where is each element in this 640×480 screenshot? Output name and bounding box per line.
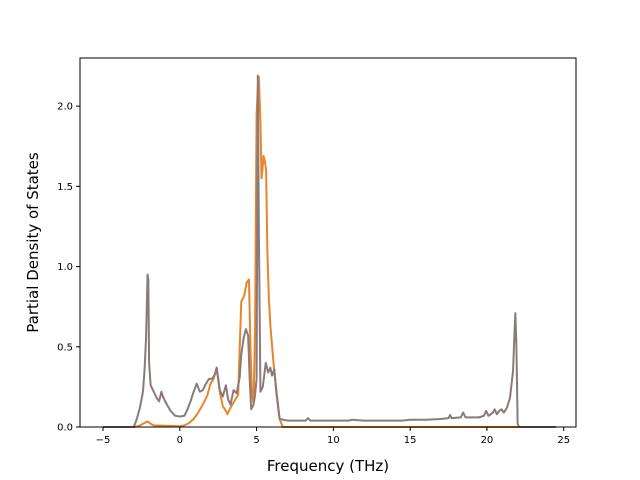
y-tick-label: 1.5 xyxy=(57,182,73,193)
x-axis-label: Frequency (THz) xyxy=(267,457,389,475)
x-tick-label: 25 xyxy=(557,435,570,446)
x-axis: −5 0 5 10 15 20 25 xyxy=(96,427,570,446)
x-tick-label: 5 xyxy=(253,435,259,446)
series-line-2 xyxy=(103,74,557,428)
y-tick-label: 2.0 xyxy=(57,102,73,113)
series-layer xyxy=(103,74,557,428)
x-tick-label: 15 xyxy=(404,435,417,446)
series-line-1 xyxy=(103,76,557,428)
y-axis: 0.0 0.5 1.0 1.5 2.0 xyxy=(57,102,80,434)
y-axis-label: Partial Density of States xyxy=(24,152,42,333)
x-tick-label: −5 xyxy=(96,435,111,446)
x-tick-label: 20 xyxy=(481,435,494,446)
axes-frame xyxy=(79,57,577,428)
y-tick-label: 0.0 xyxy=(57,423,73,434)
y-tick-label: 1.0 xyxy=(57,262,73,273)
x-tick-label: 0 xyxy=(177,435,183,446)
y-tick-label: 0.5 xyxy=(57,342,73,353)
x-tick-label: 10 xyxy=(327,435,340,446)
